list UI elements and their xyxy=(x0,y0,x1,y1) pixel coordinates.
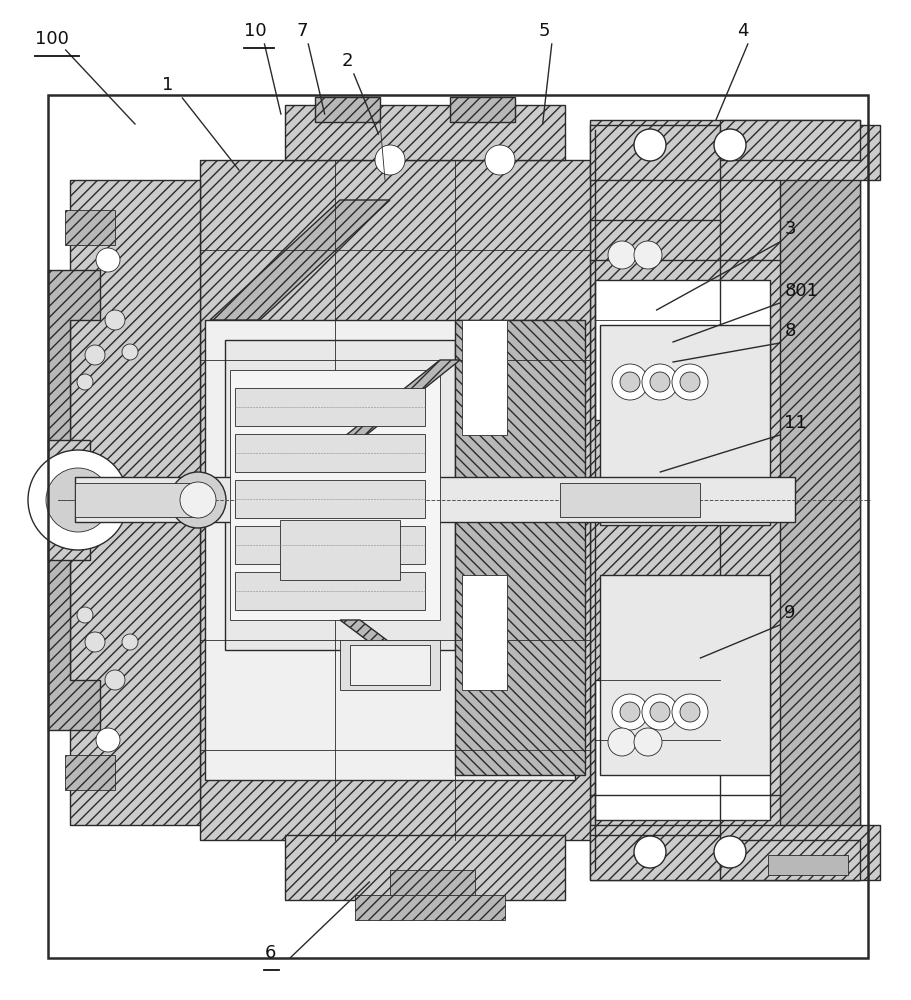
Text: 5: 5 xyxy=(537,22,549,40)
Circle shape xyxy=(633,241,661,269)
Bar xyxy=(719,840,859,880)
Polygon shape xyxy=(340,360,459,440)
Bar xyxy=(719,120,859,160)
Polygon shape xyxy=(70,180,200,825)
Circle shape xyxy=(77,374,93,390)
Circle shape xyxy=(650,702,670,722)
Bar xyxy=(767,855,847,875)
Text: 6: 6 xyxy=(264,944,275,962)
Bar xyxy=(340,640,439,690)
Bar xyxy=(354,895,505,920)
Circle shape xyxy=(633,728,661,756)
Polygon shape xyxy=(589,120,859,880)
Bar xyxy=(75,477,794,522)
Circle shape xyxy=(671,364,707,400)
Circle shape xyxy=(641,694,677,730)
Circle shape xyxy=(713,129,745,161)
Bar xyxy=(462,575,507,690)
Text: 8: 8 xyxy=(783,322,794,340)
Polygon shape xyxy=(210,200,390,320)
Bar xyxy=(559,483,700,517)
Circle shape xyxy=(122,634,138,650)
Circle shape xyxy=(633,129,665,161)
Bar xyxy=(449,97,515,122)
Bar xyxy=(455,320,584,775)
Circle shape xyxy=(611,694,648,730)
Circle shape xyxy=(85,632,105,652)
Circle shape xyxy=(671,694,707,730)
Bar xyxy=(594,280,769,420)
Circle shape xyxy=(680,372,700,392)
Bar xyxy=(599,575,769,775)
Circle shape xyxy=(179,482,216,518)
Circle shape xyxy=(46,468,110,532)
Bar xyxy=(225,340,455,650)
Bar xyxy=(235,572,425,610)
Bar xyxy=(65,755,115,790)
Bar xyxy=(205,320,574,780)
Circle shape xyxy=(169,472,226,528)
Bar xyxy=(599,325,769,525)
Bar xyxy=(230,370,439,620)
Bar xyxy=(390,870,475,900)
Circle shape xyxy=(611,364,648,400)
Circle shape xyxy=(608,241,635,269)
Circle shape xyxy=(105,310,125,330)
Bar xyxy=(589,825,879,880)
Circle shape xyxy=(485,145,515,175)
Bar xyxy=(48,95,867,958)
Circle shape xyxy=(619,372,640,392)
Bar xyxy=(235,480,425,518)
Bar xyxy=(284,105,565,160)
Circle shape xyxy=(608,728,635,756)
Bar xyxy=(75,483,195,517)
Bar xyxy=(235,526,425,564)
Text: 3: 3 xyxy=(783,220,795,238)
Text: 11: 11 xyxy=(783,414,806,432)
Polygon shape xyxy=(340,620,439,680)
Circle shape xyxy=(122,344,138,360)
Bar xyxy=(594,680,769,820)
Polygon shape xyxy=(48,270,100,730)
Bar xyxy=(235,388,425,426)
Bar xyxy=(350,645,429,685)
Circle shape xyxy=(28,450,128,550)
Bar xyxy=(589,125,879,180)
Text: 4: 4 xyxy=(736,22,748,40)
Bar xyxy=(235,434,425,472)
Text: 7: 7 xyxy=(296,22,308,40)
Circle shape xyxy=(619,702,640,722)
Polygon shape xyxy=(779,130,859,870)
Circle shape xyxy=(633,836,665,868)
Circle shape xyxy=(105,670,125,690)
Polygon shape xyxy=(200,160,589,840)
Text: 10: 10 xyxy=(244,22,267,40)
Bar xyxy=(462,320,507,435)
Circle shape xyxy=(374,145,404,175)
Circle shape xyxy=(680,702,700,722)
Polygon shape xyxy=(48,440,90,560)
Circle shape xyxy=(96,248,120,272)
Bar xyxy=(284,835,565,900)
Text: 1: 1 xyxy=(162,76,173,94)
Text: 2: 2 xyxy=(342,52,353,70)
Circle shape xyxy=(641,364,677,400)
Bar xyxy=(314,97,380,122)
Text: 9: 9 xyxy=(783,604,795,622)
Circle shape xyxy=(96,728,120,752)
Circle shape xyxy=(713,836,745,868)
Text: 801: 801 xyxy=(783,282,817,300)
Bar xyxy=(48,95,867,958)
Text: 100: 100 xyxy=(35,30,68,48)
Bar xyxy=(65,210,115,245)
Bar xyxy=(280,520,400,580)
Circle shape xyxy=(85,345,105,365)
Circle shape xyxy=(77,607,93,623)
Circle shape xyxy=(650,372,670,392)
